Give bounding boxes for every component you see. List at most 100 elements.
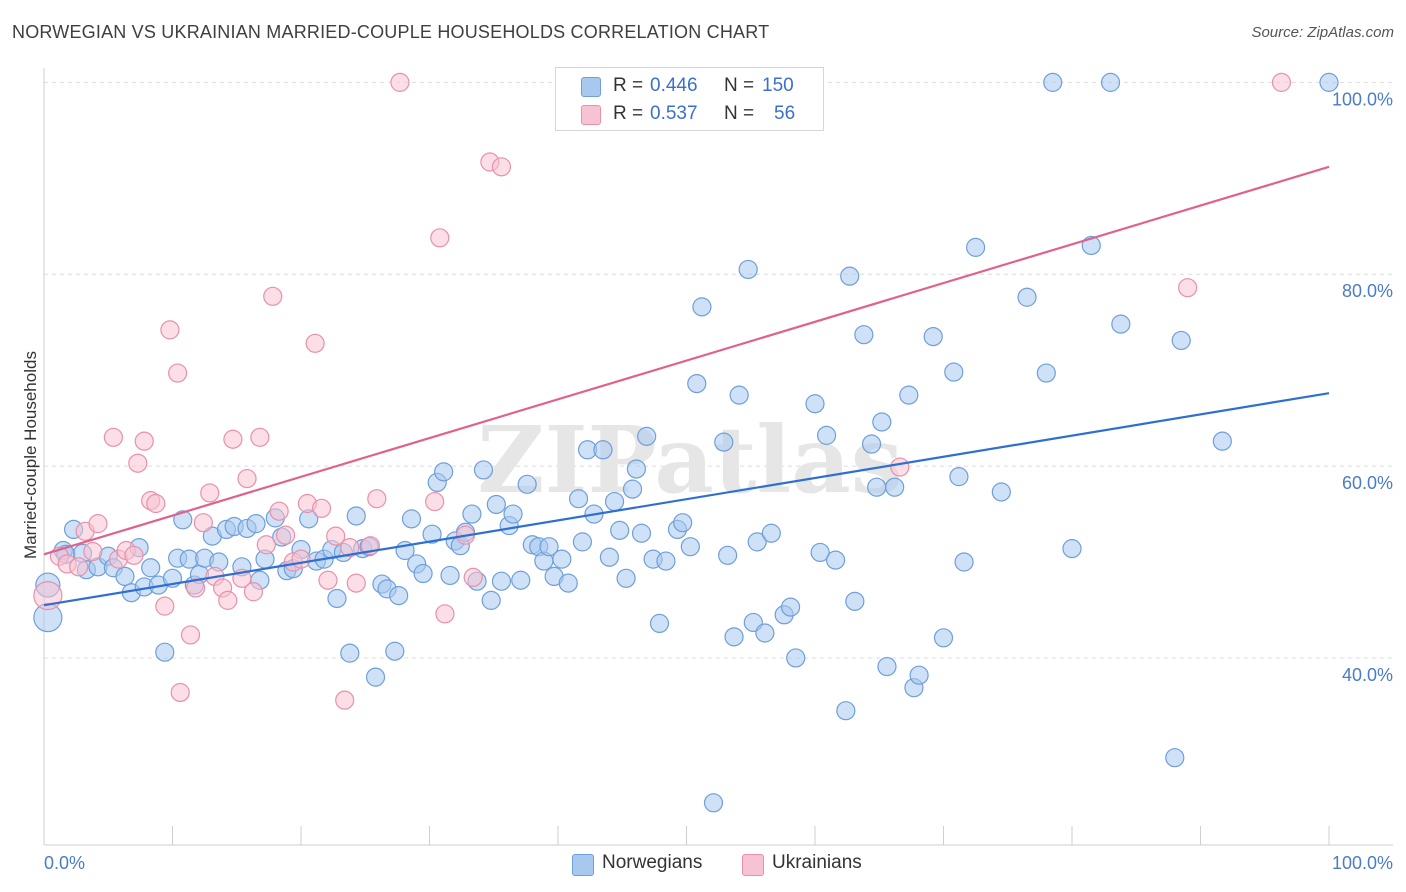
source-credit: Source: ZipAtlas.com bbox=[1251, 24, 1394, 41]
r-label: R = bbox=[613, 75, 644, 96]
ukrainian-point bbox=[250, 427, 270, 447]
ukrainian-point bbox=[200, 483, 220, 503]
norwegian-point bbox=[340, 643, 360, 663]
norwegian-point bbox=[1036, 363, 1056, 383]
ukrainian-point bbox=[69, 557, 89, 577]
norwegian-point bbox=[854, 325, 874, 345]
norwegian-point bbox=[173, 510, 193, 530]
norwegian-point bbox=[626, 459, 646, 479]
norwegian-point bbox=[1165, 748, 1185, 768]
ukrainian-point bbox=[275, 525, 296, 545]
norwegian-point bbox=[718, 545, 738, 565]
norwegian-point bbox=[385, 641, 405, 661]
ukrainian-point bbox=[291, 549, 311, 569]
legend-label: Ukrainians bbox=[772, 852, 862, 873]
norwegian-point bbox=[631, 523, 652, 543]
n-value: 56 bbox=[774, 103, 796, 124]
n-label: N = bbox=[724, 103, 755, 124]
ukrainian-point bbox=[134, 431, 154, 451]
norwegian-point bbox=[703, 793, 724, 813]
norwegian-point bbox=[692, 297, 712, 317]
norwegian-point bbox=[933, 628, 954, 648]
norwegian-point bbox=[738, 259, 758, 280]
norwegian-point bbox=[517, 474, 537, 494]
ukrainian-point bbox=[326, 526, 346, 546]
norwegian-point bbox=[845, 591, 865, 611]
norwegian-point bbox=[761, 523, 781, 543]
ukrainian-point bbox=[237, 468, 257, 489]
n-value: 150 bbox=[762, 75, 794, 96]
norwegian-point bbox=[511, 570, 531, 590]
norwegian-point bbox=[486, 494, 506, 515]
ukrainian-point bbox=[269, 501, 289, 521]
watermark: ZIPatlas bbox=[477, 406, 902, 514]
ukrainian-point bbox=[491, 157, 512, 177]
ukrainian-point bbox=[168, 363, 188, 383]
norwegian-point bbox=[944, 362, 964, 382]
n-label: N = bbox=[724, 75, 755, 96]
norwegian-point bbox=[885, 477, 905, 497]
ukrainian-point bbox=[88, 514, 108, 534]
legend-row-ukrainians: R = 0.537 N = 56 bbox=[556, 99, 823, 129]
norwegian-point bbox=[622, 479, 643, 499]
norwegians-swatch bbox=[581, 77, 601, 97]
norwegian-point bbox=[816, 425, 837, 445]
norwegian-point bbox=[616, 568, 636, 588]
ukrainian-point bbox=[256, 535, 276, 555]
norwegian-point bbox=[327, 588, 347, 609]
y-tick-label: 60.0% bbox=[1342, 473, 1393, 493]
ukrainian-point bbox=[1271, 72, 1292, 92]
norwegian-point bbox=[673, 513, 693, 533]
norwegian-point bbox=[872, 412, 892, 432]
norwegian-point bbox=[593, 440, 613, 460]
ukrainian-point bbox=[340, 538, 360, 558]
norwegian-point bbox=[747, 532, 767, 552]
norwegian-point bbox=[434, 462, 454, 482]
norwegian-point bbox=[1171, 330, 1191, 351]
ukrainian-point bbox=[160, 320, 180, 340]
norwegian-point bbox=[1062, 538, 1082, 559]
norwegian-point bbox=[755, 623, 775, 643]
y-tick-label: 80.0% bbox=[1342, 281, 1393, 301]
ukrainian-point bbox=[180, 625, 201, 645]
norwegian-point bbox=[1017, 287, 1037, 307]
ukrainian-point bbox=[305, 333, 325, 353]
x-axis-ticks bbox=[172, 826, 1330, 845]
norwegian-point bbox=[610, 520, 630, 540]
norwegian-point bbox=[805, 394, 825, 414]
norwegian-point bbox=[649, 613, 670, 634]
norwegian-point bbox=[729, 385, 749, 405]
data-points bbox=[33, 72, 1339, 813]
norwegian-point bbox=[840, 266, 860, 286]
norwegians-swatch bbox=[572, 854, 594, 876]
ukrainian-point bbox=[463, 567, 483, 587]
legend-label: Norwegians bbox=[602, 852, 703, 873]
norwegian-point bbox=[599, 547, 620, 567]
norwegian-point bbox=[899, 385, 919, 405]
ukrainians-swatch bbox=[581, 105, 601, 125]
trend-lines bbox=[43, 165, 1330, 607]
ukrainian-point bbox=[155, 596, 175, 616]
norwegian-point bbox=[836, 701, 856, 721]
r-label: R = bbox=[613, 103, 644, 124]
ukrainian-point bbox=[430, 228, 450, 248]
norwegian-point bbox=[473, 460, 494, 480]
norwegian-point bbox=[115, 566, 135, 587]
ukrainian-point bbox=[311, 498, 332, 518]
norwegian-point bbox=[867, 477, 887, 497]
norwegian-point bbox=[810, 542, 830, 563]
norwegian-point bbox=[558, 573, 578, 593]
ukrainian-point bbox=[243, 582, 264, 602]
norwegian-point bbox=[1043, 72, 1063, 92]
ukrainian-point bbox=[146, 493, 166, 514]
legend-row-norwegians: R = 0.446 N = 150 bbox=[556, 71, 823, 101]
norwegian-point bbox=[949, 467, 969, 487]
norwegian-point bbox=[861, 434, 882, 454]
ukrainian-point bbox=[223, 429, 243, 449]
norwegian-point bbox=[637, 426, 657, 446]
ukrainian-point bbox=[367, 489, 387, 509]
norwegian-point bbox=[780, 597, 801, 617]
ukrainian-point bbox=[170, 682, 190, 703]
x-tick-label-max: 100.0% bbox=[1332, 853, 1393, 873]
